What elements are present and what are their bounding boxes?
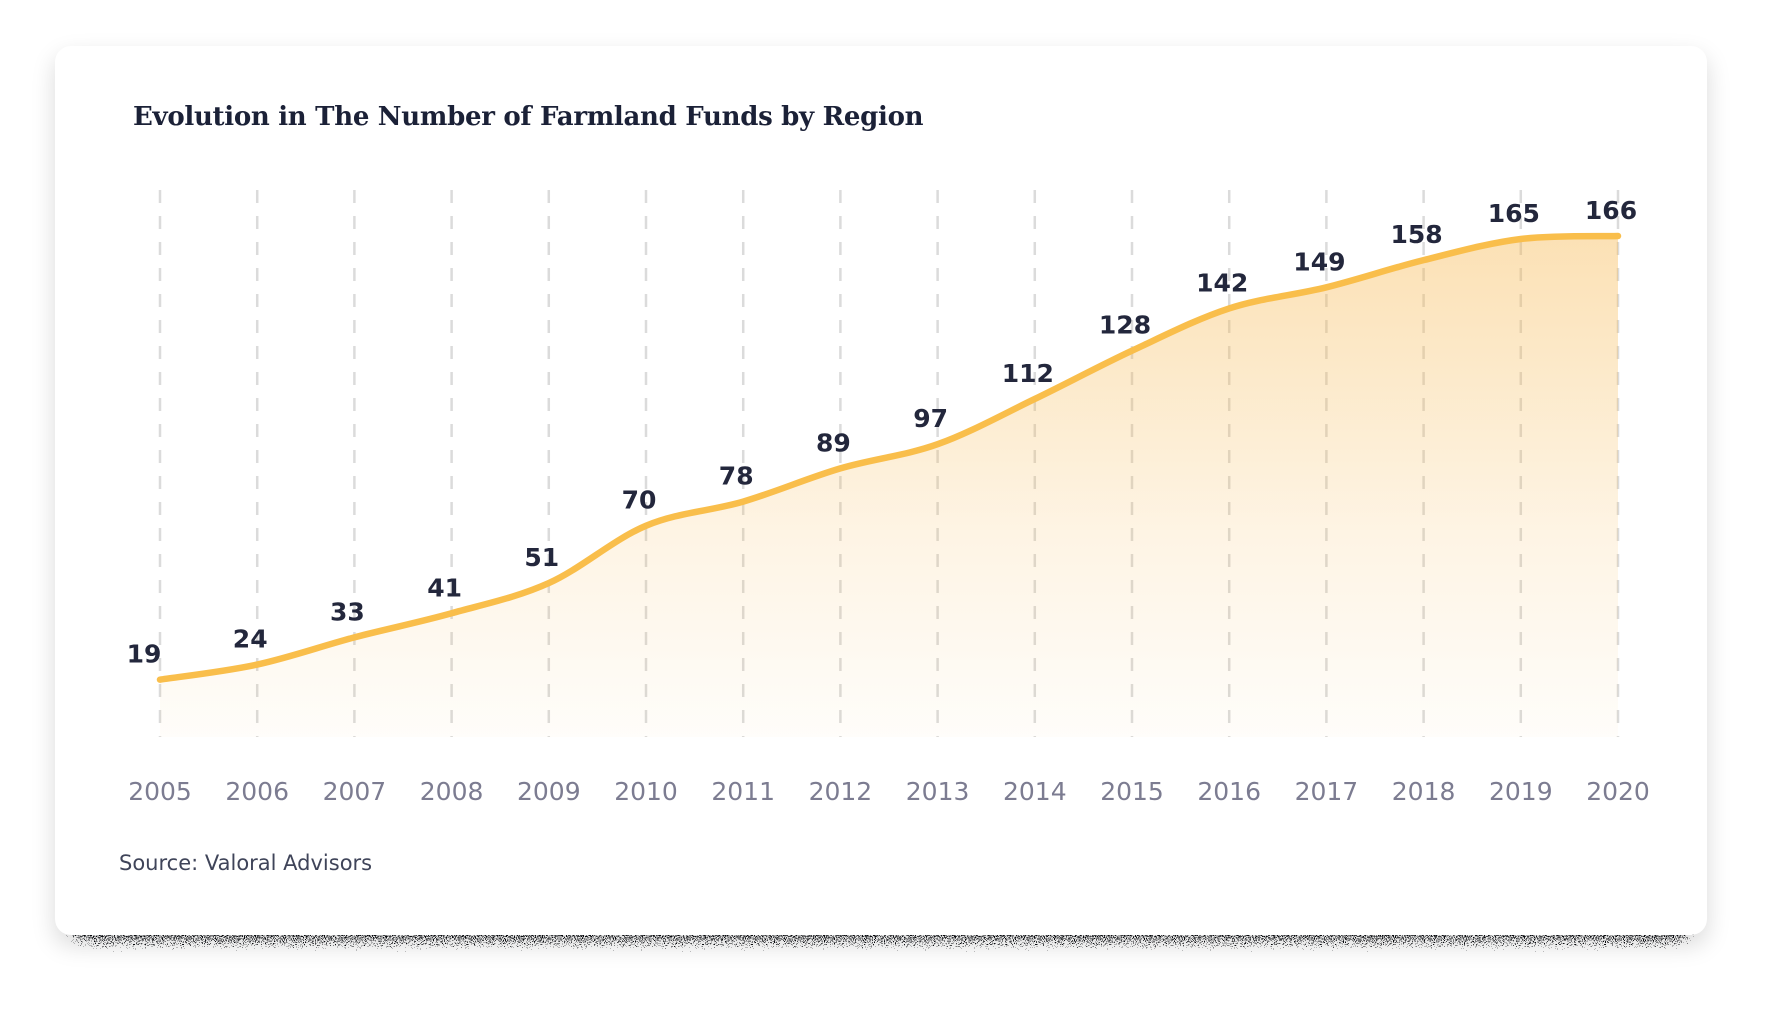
source-note: Source: Valoral Advisors <box>119 851 373 875</box>
area-fill <box>160 236 1618 737</box>
x-axis-label: 2018 <box>1392 777 1456 806</box>
chart-title: Evolution in The Number of Farmland Fund… <box>133 102 924 132</box>
value-label: 78 <box>719 462 754 491</box>
x-axis-label: 2008 <box>420 777 484 806</box>
chart-canvas: 19 24 33 41 51 70 78 89 97 112 128 142 149 158 165 166 2… <box>127 190 1650 806</box>
trend-line <box>156 232 1622 683</box>
x-axis-label: 2016 <box>1197 777 1261 806</box>
value-label: 41 <box>427 573 462 602</box>
value-label: 97 <box>913 404 948 433</box>
x-axis-label: 2012 <box>809 777 873 806</box>
value-labels: 19 24 33 41 51 70 78 89 97 112 128 142 149 158 165 166 <box>127 196 1637 669</box>
x-axis-label: 2010 <box>614 777 678 806</box>
x-axis-labels: 2005 2006 2007 2008 2009 2010 2011 2012 2013 2014… <box>128 777 1650 806</box>
value-label: 165 <box>1488 199 1540 228</box>
value-label: 128 <box>1099 311 1151 340</box>
value-label: 149 <box>1293 247 1345 276</box>
value-label: 19 <box>127 640 162 669</box>
x-axis-label: 2005 <box>128 777 192 806</box>
x-axis-label: 2009 <box>517 777 581 806</box>
x-axis-label: 2020 <box>1586 777 1650 806</box>
chart-card: Evolution in The Number of Farmland Fund… <box>55 46 1707 935</box>
value-label: 142 <box>1196 268 1248 297</box>
value-label: 70 <box>622 486 657 515</box>
value-label: 51 <box>524 543 559 572</box>
value-label: 33 <box>330 597 365 626</box>
x-axis-label: 2017 <box>1295 777 1359 806</box>
value-label: 112 <box>1002 359 1054 388</box>
x-axis-label: 2013 <box>906 777 970 806</box>
x-axis-label: 2007 <box>323 777 387 806</box>
x-axis-label: 2019 <box>1489 777 1553 806</box>
x-axis-label: 2006 <box>225 777 289 806</box>
value-label: 166 <box>1585 196 1637 225</box>
value-label: 89 <box>816 428 851 457</box>
x-axis-label: 2011 <box>711 777 775 806</box>
value-label: 158 <box>1391 220 1443 249</box>
x-axis-label: 2015 <box>1100 777 1164 806</box>
x-axis-label: 2014 <box>1003 777 1067 806</box>
value-label: 24 <box>233 625 268 654</box>
